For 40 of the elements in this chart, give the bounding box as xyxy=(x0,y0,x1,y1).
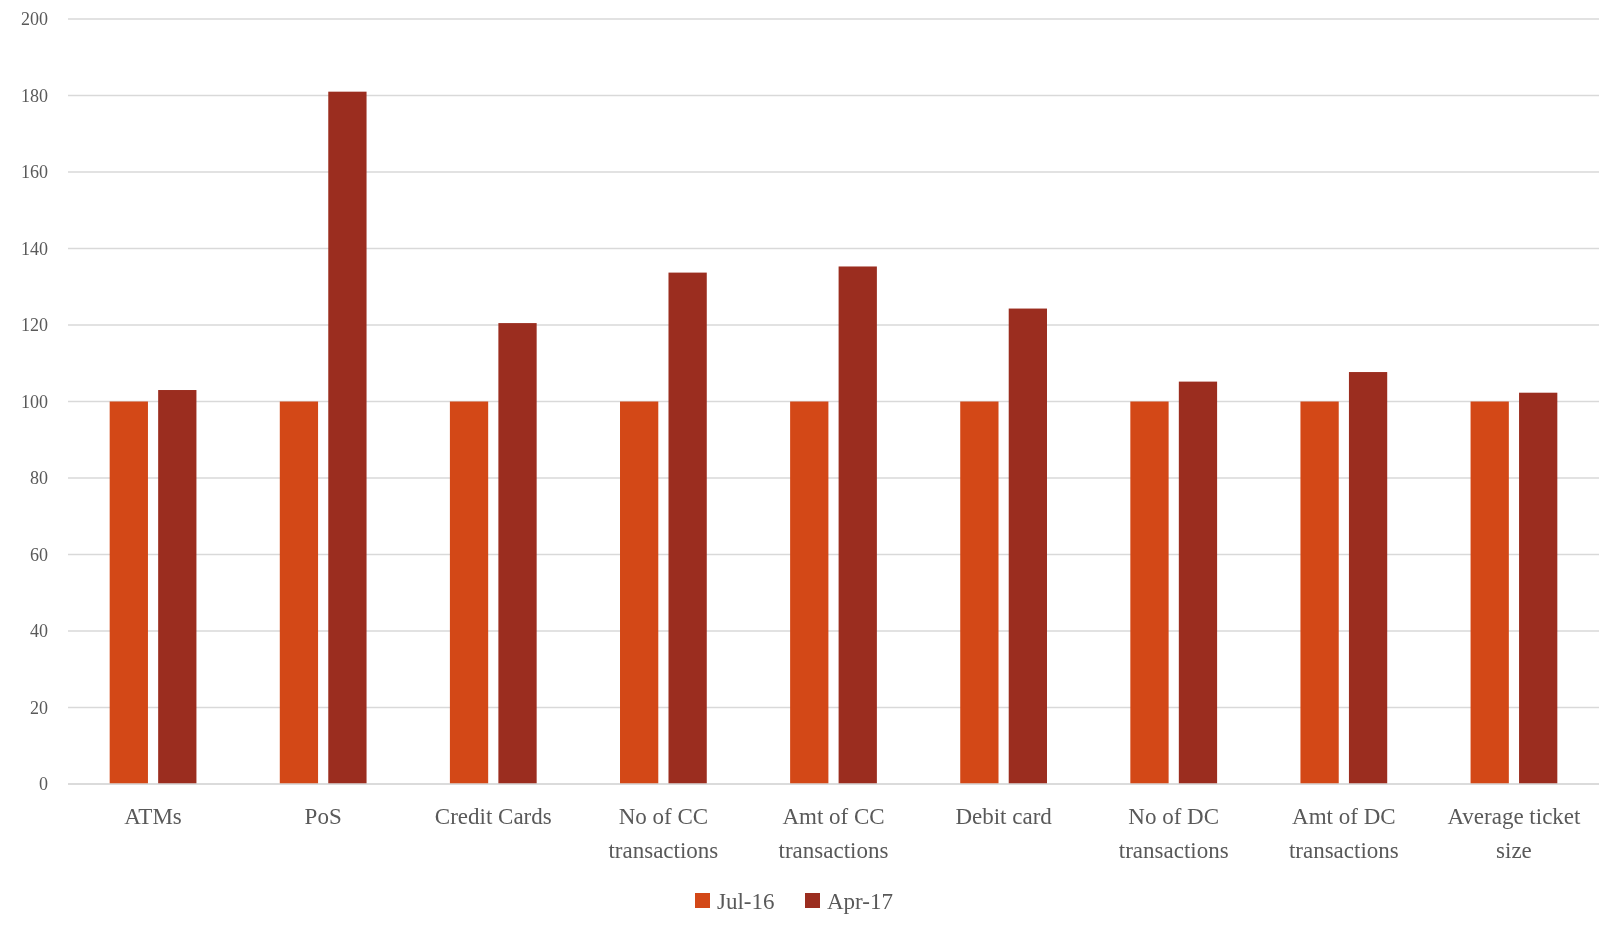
y-tick-label: 0 xyxy=(39,774,48,795)
y-tick-label: 20 xyxy=(30,697,48,718)
bar xyxy=(960,401,999,784)
bar xyxy=(1470,401,1509,784)
y-tick-label: 40 xyxy=(30,621,48,642)
y-tick-label: 140 xyxy=(21,238,48,259)
bar xyxy=(620,401,659,784)
x-tick-label: Credit Cards xyxy=(434,804,552,829)
bar xyxy=(1519,392,1558,784)
y-tick-label: 200 xyxy=(21,9,48,30)
bar xyxy=(449,401,489,784)
x-tick-label: No of CC transactions xyxy=(608,804,719,863)
bar xyxy=(668,272,707,784)
y-tick-label: 80 xyxy=(30,468,48,489)
x-tick-label: No of DC transactions xyxy=(1118,804,1229,863)
y-tick-label: 160 xyxy=(21,162,48,183)
bar xyxy=(1130,401,1169,784)
bar xyxy=(1008,308,1047,784)
bar xyxy=(838,266,877,784)
y-tick-label: 180 xyxy=(21,85,48,106)
bar xyxy=(1348,372,1388,784)
bar xyxy=(158,390,197,784)
x-tick-label: Average ticket size xyxy=(1447,804,1582,863)
bar xyxy=(328,91,367,784)
legend-label: Jul-16 xyxy=(717,889,775,915)
y-tick-label: 120 xyxy=(21,315,48,336)
bar xyxy=(109,401,148,784)
y-tick-label: 100 xyxy=(21,391,48,412)
x-tick-label: Debit card xyxy=(955,804,1053,829)
legend-label: Apr-17 xyxy=(827,889,893,915)
bar xyxy=(1300,401,1339,784)
x-tick-label: Amt of CC transactions xyxy=(778,804,889,863)
bar xyxy=(498,323,537,784)
bar xyxy=(279,401,319,784)
x-tick-label: PoS xyxy=(304,804,342,829)
x-tick-label: ATMs xyxy=(124,804,182,829)
bar xyxy=(1178,381,1218,784)
x-tick-label: Amt of DC transactions xyxy=(1288,804,1399,863)
y-tick-label: 60 xyxy=(30,544,48,565)
bar xyxy=(790,401,829,784)
